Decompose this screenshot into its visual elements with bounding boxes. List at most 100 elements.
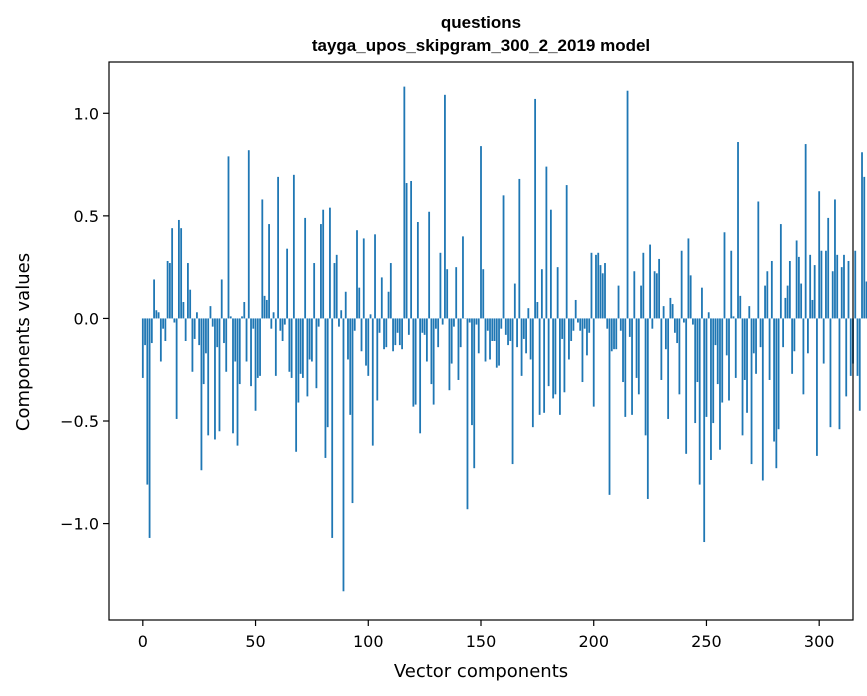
bar <box>538 318 541 415</box>
bar <box>703 318 706 543</box>
bar <box>513 283 516 319</box>
bar <box>646 318 649 499</box>
bar <box>811 299 814 319</box>
bar <box>696 318 699 383</box>
bar <box>622 318 624 383</box>
bar <box>861 152 863 319</box>
bar <box>401 318 403 350</box>
bar <box>324 318 327 458</box>
bar <box>716 318 719 385</box>
bar <box>818 191 821 319</box>
bar <box>205 318 207 354</box>
bar <box>333 263 336 319</box>
bar <box>820 250 823 319</box>
bar <box>209 306 212 319</box>
bar <box>599 265 602 319</box>
bar <box>689 275 692 319</box>
bar <box>802 318 805 395</box>
bar <box>141 318 144 378</box>
bar <box>277 176 279 319</box>
bar <box>175 318 178 419</box>
bar <box>739 295 742 319</box>
bar <box>816 318 818 456</box>
bar <box>326 318 329 428</box>
bar <box>187 263 189 319</box>
bar <box>741 318 744 436</box>
bar <box>782 318 785 348</box>
bar <box>626 90 629 319</box>
bar <box>527 308 530 319</box>
bar <box>385 318 388 348</box>
bar <box>554 318 557 395</box>
bar <box>671 304 674 319</box>
bar <box>701 287 703 319</box>
bar <box>349 318 352 415</box>
bar <box>660 318 663 380</box>
bar <box>439 252 442 319</box>
bar <box>225 318 228 372</box>
x-tick-label: 200 <box>578 632 609 651</box>
bar <box>446 269 449 319</box>
bar <box>166 260 169 319</box>
y-tick-label: 1.0 <box>74 104 99 123</box>
bar <box>601 273 604 319</box>
bar <box>378 318 381 333</box>
bar <box>356 230 358 319</box>
bar <box>786 285 789 319</box>
bar <box>649 244 651 319</box>
bar <box>597 252 600 319</box>
x-tick-label: 250 <box>691 632 722 651</box>
bar <box>365 318 367 366</box>
bar <box>371 318 374 446</box>
bar <box>687 238 690 319</box>
bar <box>198 318 201 346</box>
bar <box>764 285 766 319</box>
bar <box>155 310 158 319</box>
bar <box>362 238 365 319</box>
bar <box>450 318 453 364</box>
bar <box>504 318 507 335</box>
bar <box>845 318 848 397</box>
bar <box>304 217 307 319</box>
bar <box>247 150 250 319</box>
bar <box>673 318 676 333</box>
bar <box>595 254 597 319</box>
bar <box>301 318 304 378</box>
bar <box>631 318 633 415</box>
bar <box>865 281 867 319</box>
bar <box>849 318 852 376</box>
bar <box>376 318 379 401</box>
bar <box>534 98 537 319</box>
bar <box>482 269 485 319</box>
bar <box>414 318 417 405</box>
bar <box>261 199 264 319</box>
bar <box>834 199 836 319</box>
bar <box>572 318 575 331</box>
bar <box>286 248 289 319</box>
bar <box>577 318 579 323</box>
bar <box>653 271 656 319</box>
bar <box>685 318 688 454</box>
bar <box>624 318 627 417</box>
bar <box>522 318 525 339</box>
bar <box>416 222 419 319</box>
bar <box>658 258 661 319</box>
bar <box>392 318 394 352</box>
bar <box>150 318 153 344</box>
y-tick-label: 0.0 <box>74 309 99 328</box>
bar <box>148 318 151 538</box>
bar <box>822 318 825 364</box>
bar <box>777 318 780 430</box>
bar <box>477 318 480 354</box>
bar <box>157 312 160 319</box>
bar <box>559 318 561 415</box>
bar <box>484 318 487 362</box>
bar <box>236 318 239 446</box>
bar <box>347 318 349 360</box>
bar <box>283 318 286 325</box>
bar <box>721 318 724 403</box>
bar <box>288 318 291 372</box>
bar <box>405 183 408 319</box>
bar <box>383 318 385 350</box>
bar <box>748 306 751 319</box>
